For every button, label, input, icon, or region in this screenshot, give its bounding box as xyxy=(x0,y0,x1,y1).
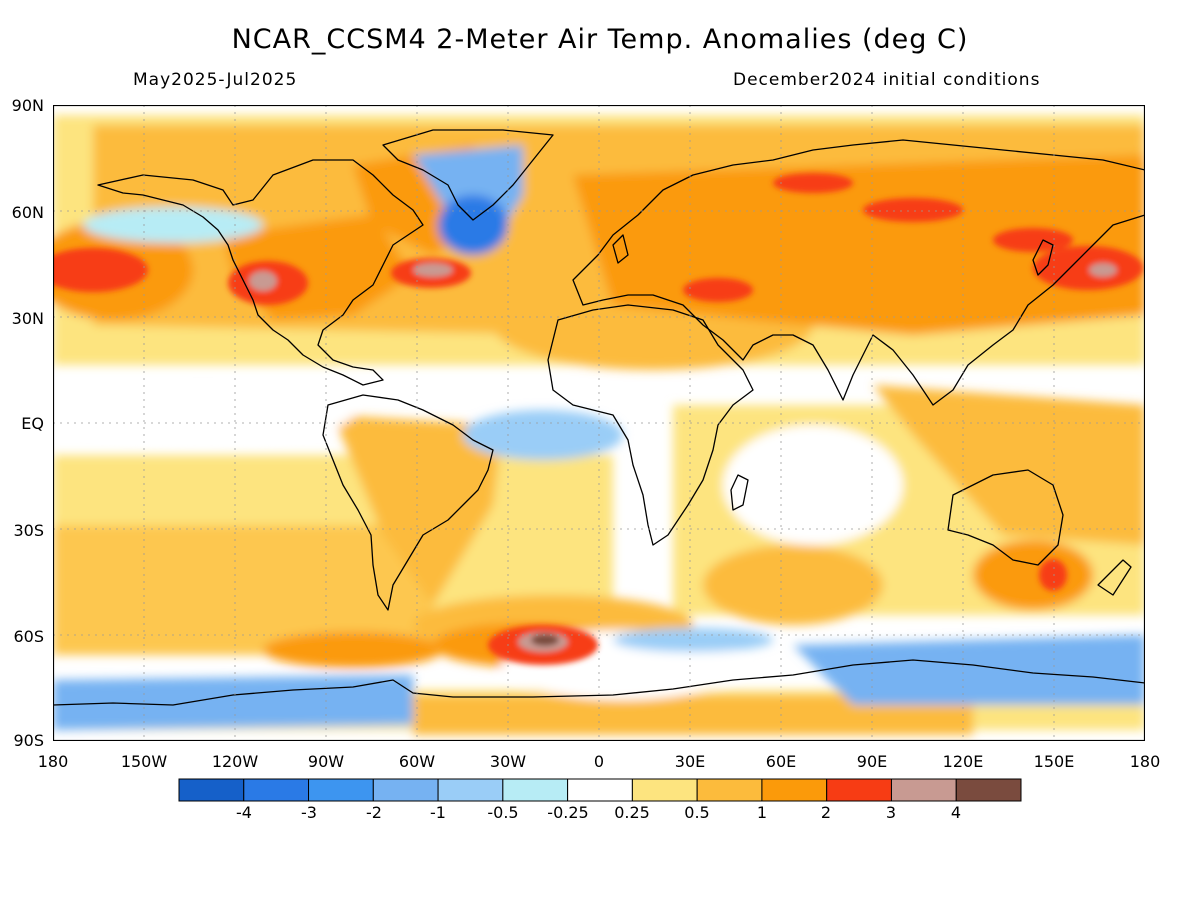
map-frame xyxy=(53,105,1145,741)
lon-label-60e: 60E xyxy=(765,752,797,771)
lon-label-120e: 120E xyxy=(942,752,984,771)
colorbar-label: -0.25 xyxy=(547,803,589,822)
colorbar-swatch xyxy=(567,778,633,802)
anomaly-map xyxy=(53,105,1145,741)
colorbar-swatch xyxy=(372,778,439,802)
colorbar-label: -3 xyxy=(301,803,317,822)
lat-label-90s: 90S xyxy=(13,731,44,750)
coastlines xyxy=(53,129,1145,706)
anomaly-hotspots xyxy=(53,173,1143,665)
colorbar-label: -1 xyxy=(430,803,446,822)
colorbar-label: -2 xyxy=(366,803,382,822)
lon-label-150w: 150W xyxy=(120,752,168,771)
lon-label-180w: 180 xyxy=(37,752,69,771)
colorbar-label: 4 xyxy=(950,803,962,822)
colorbar-swatch xyxy=(826,778,892,802)
lon-label-180e: 180 xyxy=(1129,752,1161,771)
colorbar-swatch xyxy=(761,778,828,802)
lon-label-150e: 150E xyxy=(1033,752,1075,771)
lat-label-60n: 60N xyxy=(11,203,44,222)
lon-label-30w: 30W xyxy=(489,752,527,771)
colorbar-label: -0.5 xyxy=(487,803,519,822)
colorbar-swatch xyxy=(696,778,763,802)
colorbar-swatch xyxy=(631,778,698,802)
lat-label-60s: 60S xyxy=(13,627,44,646)
colorbar-swatch xyxy=(890,778,957,802)
colorbar-swatch xyxy=(955,778,1022,802)
colorbar xyxy=(178,778,1022,802)
colorbar-swatch xyxy=(243,778,310,802)
colorbar-swatch xyxy=(178,778,245,802)
colorbar-label: 1 xyxy=(756,803,768,822)
colorbar-swatch xyxy=(308,778,374,802)
lat-label-30s: 30S xyxy=(13,521,44,540)
lon-label-30e: 30E xyxy=(674,752,706,771)
lat-label-30n: 30N xyxy=(11,309,44,328)
colorbar-label: 0.25 xyxy=(614,803,650,822)
lat-label-90n: 90N xyxy=(11,96,44,115)
colorbar-label: 2 xyxy=(820,803,832,822)
anomaly-field xyxy=(53,115,1145,735)
lon-label-120w: 120W xyxy=(211,752,259,771)
lon-label-90e: 90E xyxy=(856,752,888,771)
colorbar-swatch xyxy=(502,778,569,802)
lon-label-0: 0 xyxy=(593,752,605,771)
lon-label-60w: 60W xyxy=(398,752,436,771)
map-title: NCAR_CCSM4 2-Meter Air Temp. Anomalies (… xyxy=(231,24,969,55)
graticule xyxy=(53,105,1145,741)
colorbar-label: -4 xyxy=(236,803,252,822)
forecast-period: May2025-Jul2025 xyxy=(133,70,298,90)
initial-conditions: December2024 initial conditions xyxy=(733,70,1041,90)
colorbar-label: 3 xyxy=(885,803,897,822)
lat-label-eq: EQ xyxy=(21,414,44,433)
colorbar-swatch xyxy=(437,778,504,802)
lon-label-90w: 90W xyxy=(307,752,345,771)
colorbar-label: 0.5 xyxy=(684,803,710,822)
